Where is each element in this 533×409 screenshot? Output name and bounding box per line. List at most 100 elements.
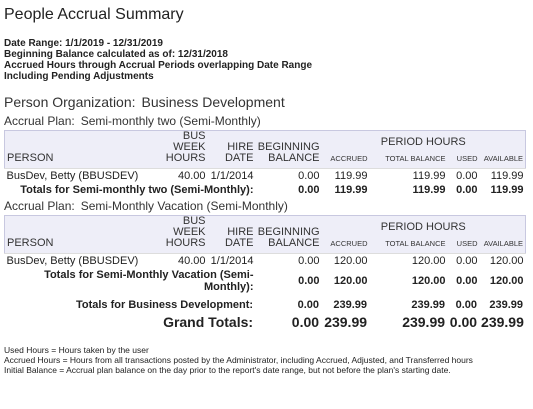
parameter-line: Date Range: 1/1/2019 - 12/31/2019 (4, 38, 163, 49)
report-parameters: Date Range: 1/1/2019 - 12/31/2019 Beginni… (4, 38, 529, 82)
table-header: PERSON BUS WEEK HOURS HIRE DATE BEGINNING B… (4, 215, 526, 254)
total-value: 0.00 (297, 299, 320, 311)
cell: 40.00 (145, 168, 208, 183)
column-header: PERSON (4, 215, 146, 254)
column-header: AVAILABLE (479, 148, 526, 169)
total-value: 119.99 (490, 184, 524, 196)
total-value: 0.00 (455, 299, 478, 311)
parameter-line: Including Pending Adjustments (4, 71, 154, 82)
column-header: USED (447, 233, 480, 254)
cell: 1/1/2014 (207, 168, 256, 183)
data-row: BusDev, Betty (BBUSDEV) 40.00 1/1/2014 0.00… (4, 253, 526, 268)
total-value: 239.99 (324, 314, 368, 330)
total-value: 120.00 (489, 275, 524, 287)
parameter-line: Beginning Balance calculated as of: 12/3… (4, 49, 228, 60)
column-header: BUS WEEK HOURS (145, 215, 208, 254)
plan-label: Accrual Plan: (4, 199, 75, 213)
total-value: 119.99 (412, 184, 446, 196)
column-header: HIRE DATE (207, 215, 256, 254)
report: People Accrual Summary Date Range: 1/1/2… (4, 6, 529, 375)
total-value: 120.00 (411, 275, 446, 287)
total-value: 0.00 (456, 184, 478, 196)
notes: Used Hours = Hours taken by the user Accr… (4, 345, 529, 375)
totals-row: Totals for Business Development: 0.00 239.… (4, 298, 525, 312)
total-value: 239.99 (402, 314, 446, 330)
total-value: 119.99 (334, 184, 368, 196)
total-label: Totals for Semi-monthly two (Semi-Monthl… (20, 184, 254, 196)
note: Accrued Hours = Hours from all transacti… (4, 355, 473, 365)
cell: 119.99 (479, 168, 526, 183)
total-value: 0.00 (291, 314, 320, 330)
totals-table: Totals for Business Development: 0.00 239.… (4, 298, 525, 329)
cell: 0.00 (447, 253, 480, 268)
cell: 120.00 (369, 253, 448, 268)
plan-name: Semi-monthly two (Semi-Monthly) (80, 114, 261, 128)
organization-name: Business Development (141, 94, 285, 110)
plan-label: Accrual Plan: (4, 114, 75, 128)
column-header: HIRE DATE (207, 130, 256, 169)
cell: 0.00 (255, 168, 322, 183)
cell: 120.00 (479, 253, 526, 268)
note: Used Hours = Hours taken by the user (4, 345, 149, 355)
header-row: ACCRUED TOTAL BALANCE USED AVAILABLE (5, 148, 526, 169)
column-header: ACCRUED (321, 148, 370, 169)
plan-heading: Accrual Plan: Semi-Monthly Vacation (Semi… (4, 199, 529, 213)
data-row: BusDev, Betty (BBUSDEV) 40.00 1/1/2014 0.00… (4, 168, 526, 183)
cell: 1/1/2014 (207, 253, 256, 268)
report-title: People Accrual Summary (4, 6, 184, 23)
table-body: BusDev, Betty (BBUSDEV) 40.00 1/1/2014 0.00… (4, 253, 526, 295)
plans: Accrual Plan: Semi-monthly two (Semi-Mont… (4, 114, 529, 294)
plan-table: PERSON BUS WEEK HOURS HIRE DATE BEGINNING B… (4, 215, 526, 294)
total-value: 120.00 (333, 275, 368, 287)
column-header: AVAILABLE (479, 233, 526, 254)
table-body: Totals for Business Development: 0.00 239.… (4, 298, 525, 329)
plan-table: PERSON BUS WEEK HOURS HIRE DATE BEGINNING B… (4, 130, 526, 197)
plan-name: Semi-Monthly Vacation (Semi-Monthly) (80, 199, 288, 213)
header-row: ACCRUED TOTAL BALANCE USED AVAILABLE (5, 233, 526, 254)
column-header: USED (447, 148, 480, 169)
cell: 120.00 (321, 253, 370, 268)
column-group-header: PERIOD HOURS (321, 215, 526, 234)
column-header: PERSON (4, 130, 146, 169)
column-header: ACCRUED (321, 233, 370, 254)
plan-heading: Accrual Plan: Semi-monthly two (Semi-Mont… (4, 114, 529, 128)
total-value: 239.99 (411, 299, 446, 311)
cell: 0.00 (255, 253, 322, 268)
header-row: PERSON BUS WEEK HOURS HIRE DATE BEGINNING B… (4, 130, 526, 169)
person-cell: BusDev, Betty (BBUSDEV) (4, 253, 146, 268)
cell: 0.00 (447, 168, 480, 183)
total-value: 0.00 (449, 314, 478, 330)
total-label: Totals for Business Development: (75, 299, 254, 311)
column-header: BEGINNING BALANCE (255, 215, 322, 254)
total-value: 0.00 (298, 275, 320, 287)
total-value: 0.00 (456, 275, 478, 287)
column-header: BEGINNING BALANCE (255, 130, 322, 169)
column-header: BUS WEEK HOURS (145, 130, 208, 169)
total-label: Totals for Semi-Monthly Vacation (Semi-M… (44, 269, 254, 293)
header-row: PERSON BUS WEEK HOURS HIRE DATE BEGINNING B… (4, 215, 526, 254)
column-header: TOTAL BALANCE (369, 148, 448, 169)
person-cell: BusDev, Betty (BBUSDEV) (4, 168, 146, 183)
organization: Person Organization: Business Development (4, 94, 529, 110)
cell: 40.00 (145, 253, 208, 268)
totals-row: Grand Totals: 0.00 239.99 239.99 0.00 239.99 (4, 312, 525, 329)
summary-totals: Totals for Business Development: 0.00 239.… (4, 298, 529, 329)
total-value: 239.99 (333, 299, 368, 311)
column-header: TOTAL BALANCE (369, 233, 448, 254)
totals-row: Totals for Semi-monthly two (Semi-Monthl… (5, 183, 526, 197)
total-label: Grand Totals: (163, 314, 254, 330)
totals-row: Totals for Semi-Monthly Vacation (Semi-M… (5, 268, 526, 294)
table-header: PERSON BUS WEEK HOURS HIRE DATE BEGINNING B… (4, 130, 526, 169)
cell: 119.99 (369, 168, 448, 183)
total-value: 239.99 (489, 299, 524, 311)
parameter-line: Accrued Hours through Accrual Periods ov… (4, 60, 313, 71)
cell: 119.99 (321, 168, 370, 183)
note: Initial Balance = Accrual plan balance o… (4, 365, 451, 375)
column-group-header: PERIOD HOURS (321, 130, 526, 149)
table-body: BusDev, Betty (BBUSDEV) 40.00 1/1/2014 0.00… (4, 168, 526, 198)
total-value: 0.00 (298, 184, 320, 196)
total-value: 239.99 (481, 314, 524, 330)
organization-label: Person Organization: (4, 94, 136, 110)
